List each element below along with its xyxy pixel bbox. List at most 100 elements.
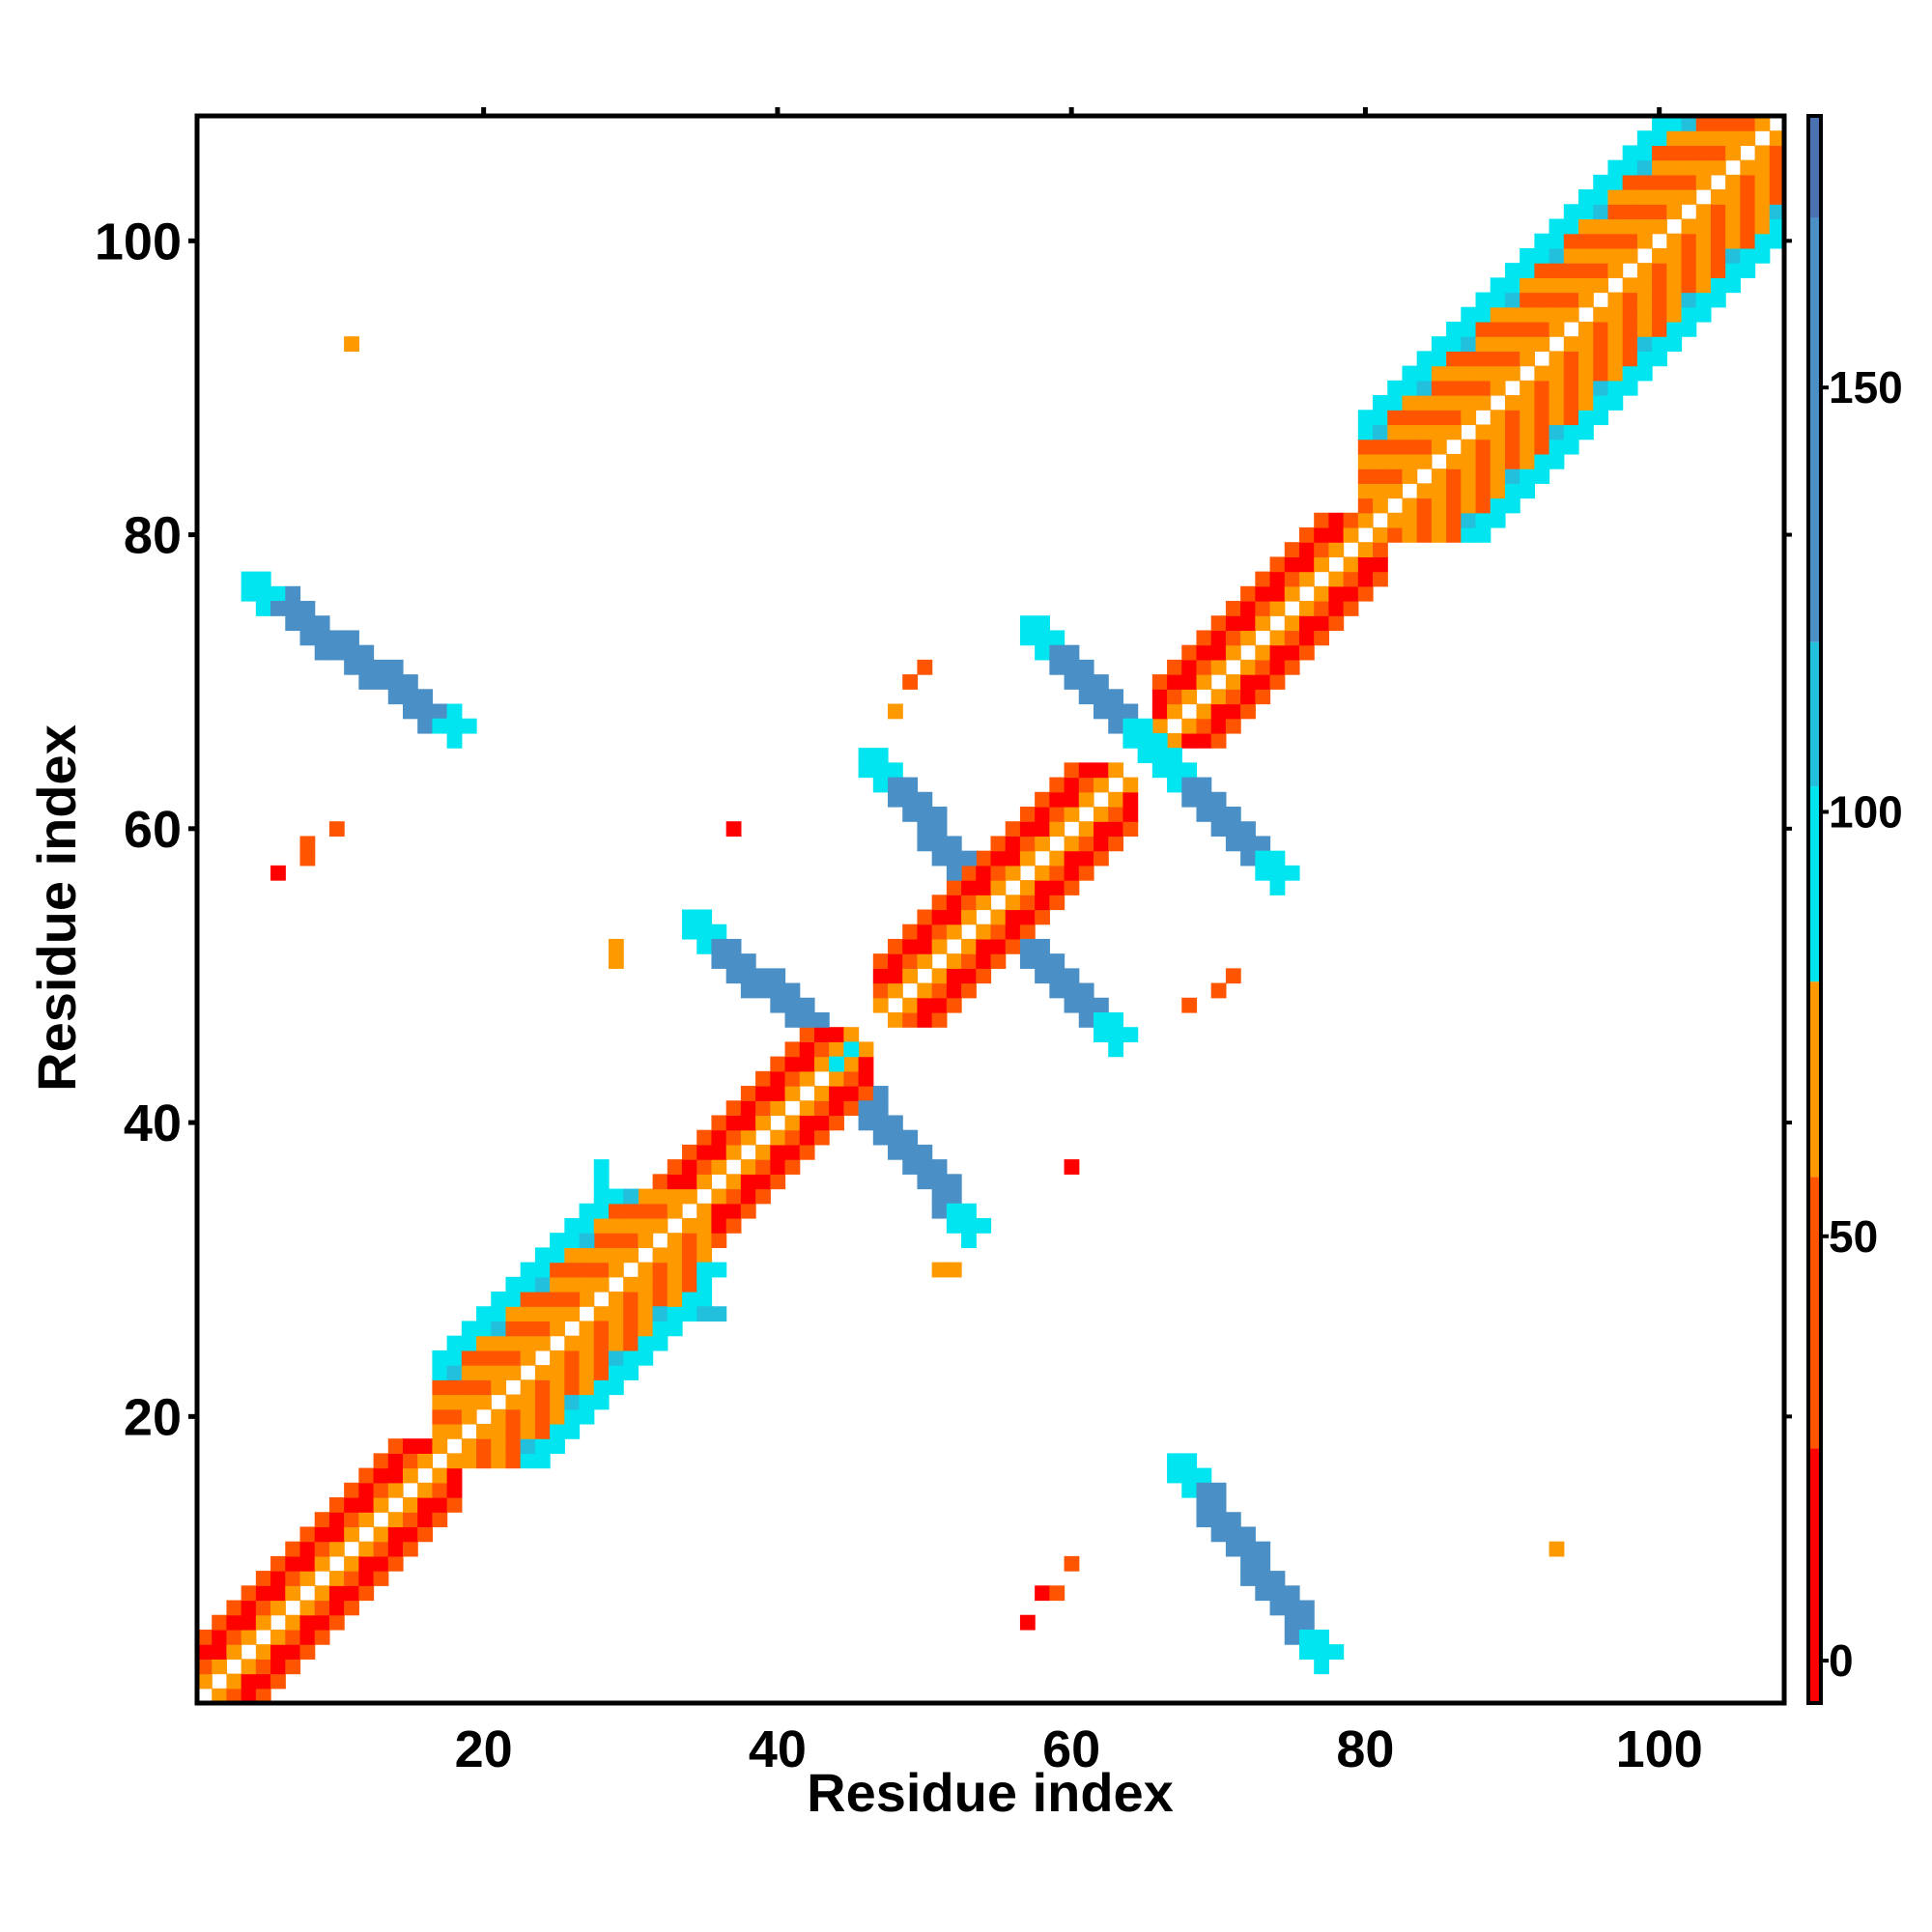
x-tick-label: 60 [1042, 1720, 1100, 1778]
heatmap-cell [1461, 526, 1477, 543]
heatmap-cell [1504, 469, 1520, 484]
heatmap-cell [755, 1100, 771, 1117]
heatmap-cell [534, 1453, 551, 1469]
heatmap-cell [917, 836, 933, 852]
heatmap-cell [888, 1011, 903, 1028]
heatmap-cell [1563, 410, 1579, 426]
heatmap-cell [550, 1365, 565, 1380]
heatmap-cell [829, 1115, 844, 1131]
heatmap-cell [1225, 1541, 1241, 1557]
heatmap-cell [1196, 630, 1212, 646]
heatmap-cell [1607, 247, 1624, 264]
heatmap-cell [1314, 630, 1329, 646]
heatmap-cell [328, 630, 345, 646]
heatmap-cell [1681, 130, 1697, 147]
heatmap-cell [1504, 292, 1520, 308]
heatmap-cell [888, 762, 903, 779]
heatmap-cell [1005, 850, 1021, 867]
heatmap-cell [1357, 571, 1374, 587]
heatmap-cell [1049, 644, 1065, 661]
heatmap-cell [417, 1497, 433, 1513]
heatmap-cell [270, 1673, 286, 1690]
heatmap-cell [946, 1217, 962, 1234]
heatmap-cell [623, 1321, 639, 1337]
heatmap-cell [1122, 718, 1139, 734]
heatmap-cell [1151, 703, 1168, 720]
heatmap-cell [1520, 321, 1535, 337]
heatmap-cell [1431, 410, 1447, 426]
heatmap-cell [1504, 263, 1520, 278]
heatmap-cell [1666, 130, 1683, 147]
heatmap-cell [1622, 351, 1638, 367]
heatmap-cell [917, 909, 933, 925]
heatmap-cell [1754, 116, 1771, 131]
heatmap-cell [711, 923, 727, 940]
heatmap-cell [241, 1585, 257, 1602]
heatmap-cell [1578, 189, 1594, 205]
heatmap-cell [608, 1217, 624, 1234]
heatmap-cell [1475, 292, 1492, 308]
heatmap-cell [682, 1306, 697, 1322]
heatmap-cell [1504, 365, 1520, 382]
heatmap-cell [1402, 497, 1418, 514]
heatmap-cell [1181, 659, 1198, 675]
heatmap-cell [623, 1276, 639, 1293]
heatmap-cell [755, 1188, 771, 1205]
heatmap-cell [902, 1159, 919, 1175]
heatmap-cell [1563, 351, 1579, 367]
heatmap-cell [1534, 321, 1550, 337]
heatmap-cell [1078, 762, 1094, 779]
heatmap-cell [917, 659, 933, 675]
heatmap-cell [1681, 145, 1697, 161]
heatmap-cell [1578, 263, 1594, 278]
heatmap-cell [725, 1115, 742, 1131]
heatmap-cell [813, 1011, 830, 1028]
heatmap-cell [1284, 865, 1300, 881]
heatmap-cell [1416, 439, 1433, 455]
heatmap-cell [1446, 483, 1462, 499]
heatmap-cell [1108, 1011, 1124, 1028]
heatmap-cell [270, 865, 286, 881]
heatmap-cell [299, 850, 316, 867]
heatmap-cell [1298, 1600, 1315, 1616]
heatmap-cell [1167, 689, 1182, 705]
heatmap-cell [1534, 277, 1550, 294]
heatmap-cell [1636, 292, 1653, 308]
heatmap-cell [1666, 204, 1683, 220]
heatmap-cell [976, 865, 992, 881]
heatmap-cell [784, 1041, 801, 1058]
heatmap-cell [1534, 365, 1550, 382]
heatmap-cell [799, 997, 815, 1013]
heatmap-cell [1314, 601, 1329, 616]
heatmap-cell [1019, 615, 1036, 632]
heatmap-cell [1607, 233, 1624, 249]
heatmap-cell [1520, 469, 1535, 484]
heatmap-cell [1593, 277, 1609, 294]
heatmap-cell [1064, 1159, 1080, 1175]
heatmap-cell [505, 1350, 522, 1366]
heatmap-cell [314, 1555, 330, 1572]
heatmap-cell [829, 1070, 844, 1087]
heatmap-cell [1504, 336, 1520, 352]
heatmap-cell [402, 1526, 418, 1543]
heatmap-cell [740, 1115, 756, 1131]
heatmap-cell [314, 630, 330, 646]
heatmap-cell [1446, 453, 1462, 469]
heatmap-cell [358, 1571, 375, 1586]
heatmap-cell [990, 880, 1007, 895]
heatmap-cell [652, 1174, 668, 1190]
heatmap-cell [432, 1379, 448, 1396]
heatmap-cell [461, 1350, 477, 1366]
heatmap-cell [1255, 1585, 1271, 1602]
heatmap-cell [1534, 395, 1550, 411]
heatmap-cell [1284, 585, 1300, 602]
heatmap-cell [667, 1233, 683, 1248]
heatmap-cell [1181, 1467, 1198, 1484]
heatmap-cell [902, 968, 919, 984]
heatmap-cell [432, 1467, 448, 1484]
heatmap-cell [299, 615, 316, 632]
heatmap-cell [1078, 674, 1094, 690]
heatmap-cell [1622, 145, 1638, 161]
heatmap-cell [1196, 644, 1212, 661]
heatmap-cell [667, 1321, 683, 1337]
